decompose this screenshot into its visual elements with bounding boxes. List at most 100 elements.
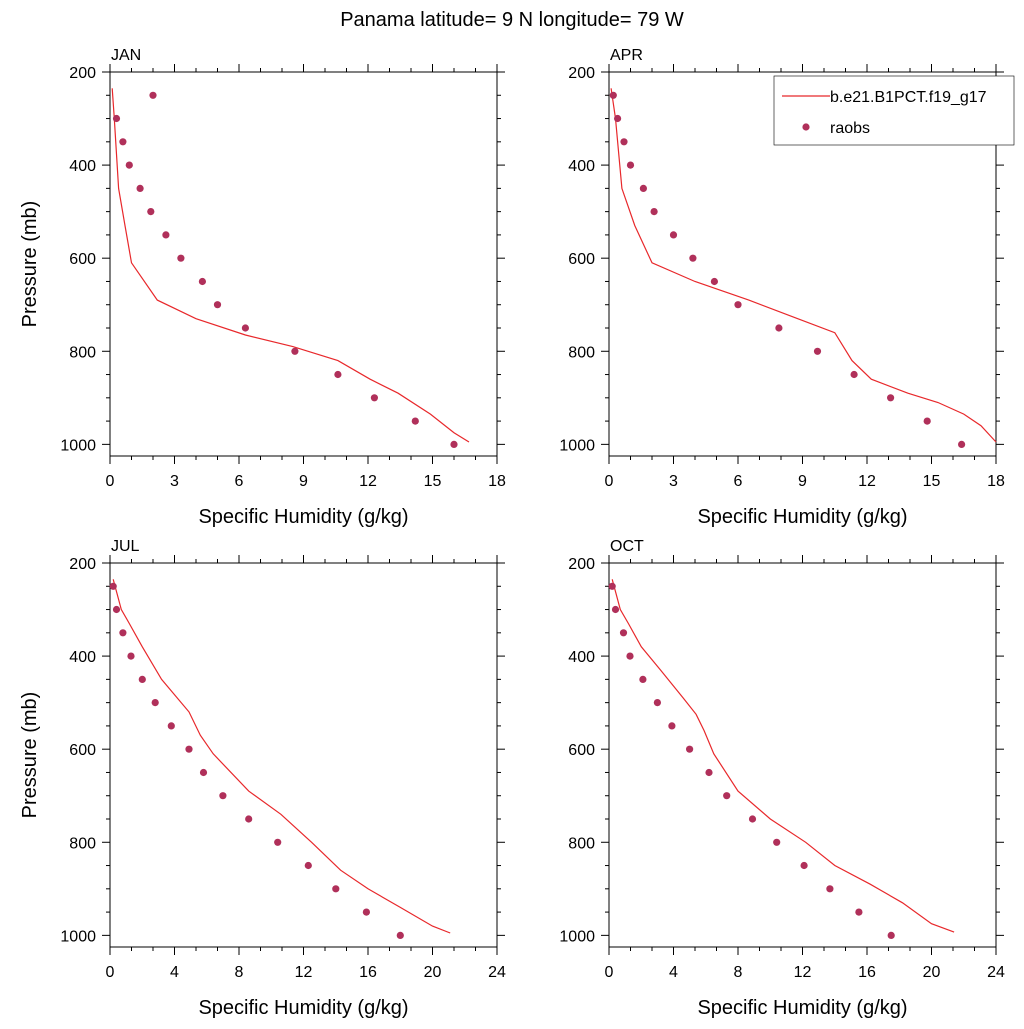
x-tick-label: 9	[798, 473, 807, 490]
raobs-point	[710, 277, 719, 286]
raobs-point	[705, 768, 713, 777]
raobs-point	[151, 699, 159, 707]
raobs-point	[958, 440, 966, 448]
x-tick-label: 15	[424, 473, 442, 490]
raobs-point	[112, 605, 121, 614]
raobs-point	[198, 277, 206, 286]
raobs-point	[619, 629, 628, 637]
raobs-point	[162, 231, 170, 239]
raobs-point	[775, 324, 783, 332]
y-tick-label: 1000	[559, 928, 595, 945]
x-tick-label: 12	[359, 473, 377, 490]
x-axis-title: Specific Humidity (g/kg)	[697, 997, 907, 1019]
raobs-point	[127, 652, 135, 660]
raobs-point	[609, 91, 617, 99]
raobs-point	[241, 324, 249, 332]
x-tick-label: 6	[235, 473, 244, 490]
raobs-point	[668, 722, 676, 730]
x-tick-label: 6	[734, 473, 743, 490]
raobs-point	[362, 908, 370, 916]
legend-model-label: b.e21.B1PCT.f19_g17	[830, 89, 987, 106]
panel-label: JUL	[111, 538, 140, 555]
raobs-point	[245, 815, 253, 823]
y-tick-label: 400	[568, 649, 595, 666]
y-tick-label: 1000	[559, 437, 595, 454]
raobs-point	[199, 768, 208, 777]
x-tick-label: 20	[923, 964, 941, 981]
raobs-point	[855, 908, 863, 916]
x-tick-label: 18	[488, 473, 506, 490]
x-tick-label: 4	[669, 964, 678, 981]
raobs-point	[411, 417, 419, 425]
y-axis-title: Pressure (mb)	[19, 692, 41, 819]
x-tick-label: 18	[987, 473, 1005, 490]
y-tick-label: 600	[568, 251, 595, 268]
raobs-point	[109, 582, 117, 590]
plot-frame	[109, 71, 498, 457]
x-tick-label: 15	[923, 473, 941, 490]
raobs-point	[639, 184, 648, 192]
raobs-point	[826, 885, 834, 893]
chart-title: Panama latitude= 9 N longitude= 79 W	[340, 9, 684, 31]
raobs-point	[639, 675, 647, 684]
y-tick-label: 200	[69, 65, 96, 82]
raobs-point	[138, 675, 146, 684]
raobs-point	[650, 208, 658, 216]
y-tick-label: 600	[69, 251, 96, 268]
model-profile-line	[611, 579, 955, 933]
plot-frame	[608, 562, 997, 948]
raobs-point	[813, 347, 822, 355]
raobs-point	[626, 161, 635, 169]
y-tick-label: 400	[69, 649, 96, 666]
raobs-point	[177, 254, 185, 262]
x-tick-label: 4	[170, 964, 179, 981]
y-tick-label: 800	[69, 344, 96, 361]
raobs-point	[887, 931, 895, 940]
raobs-point	[611, 605, 620, 614]
model-profile-line	[112, 579, 451, 934]
raobs-point	[800, 861, 808, 870]
x-tick-label: 3	[669, 473, 678, 490]
raobs-point	[396, 931, 404, 940]
y-tick-label: 800	[568, 835, 595, 852]
raobs-point	[185, 745, 193, 753]
raobs-point	[136, 184, 144, 192]
y-tick-label: 200	[568, 65, 595, 82]
x-tick-label: 24	[987, 964, 1005, 981]
y-tick-label: 1000	[60, 928, 96, 945]
x-tick-label: 12	[858, 473, 876, 490]
y-tick-label: 200	[69, 556, 96, 573]
raobs-point	[450, 440, 458, 448]
raobs-point	[213, 301, 222, 309]
y-tick-label: 400	[568, 158, 595, 175]
raobs-point	[887, 394, 895, 402]
raobs-point	[149, 91, 157, 99]
raobs-point	[723, 792, 731, 800]
legend-obs-marker	[802, 123, 810, 131]
raobs-point	[669, 231, 678, 239]
legend-obs-label: raobs	[830, 120, 870, 137]
y-axis-title: Pressure (mb)	[19, 201, 41, 328]
raobs-point	[689, 254, 697, 262]
raobs-point	[332, 885, 340, 893]
raobs-point	[734, 301, 742, 309]
raobs-point	[167, 722, 175, 730]
panel-jan: 0 3 6 9 12 15 18 200 400 600 800 1000 JAN Specific Hu…	[19, 47, 506, 528]
y-tick-label: 600	[69, 742, 96, 759]
x-tick-label: 3	[170, 473, 179, 490]
legend: b.e21.B1PCT.f19_g17 raobs	[773, 75, 1015, 146]
model-profile-line	[610, 88, 997, 443]
raobs-point	[147, 208, 155, 216]
y-tick-label: 400	[69, 158, 96, 175]
x-axis-title: Specific Humidity (g/kg)	[697, 506, 907, 528]
plot-frame	[109, 562, 498, 948]
x-tick-label: 9	[299, 473, 308, 490]
raobs-point	[608, 582, 616, 590]
panel-oct: 0 4 8 12 16 20 24 200 400 600 800 1000 OCT Specific H…	[559, 538, 1005, 1019]
raobs-point	[112, 114, 121, 123]
raobs-point	[119, 629, 127, 637]
panel-label: APR	[610, 47, 643, 64]
y-tick-label: 600	[568, 742, 595, 759]
x-tick-label: 8	[235, 964, 244, 981]
